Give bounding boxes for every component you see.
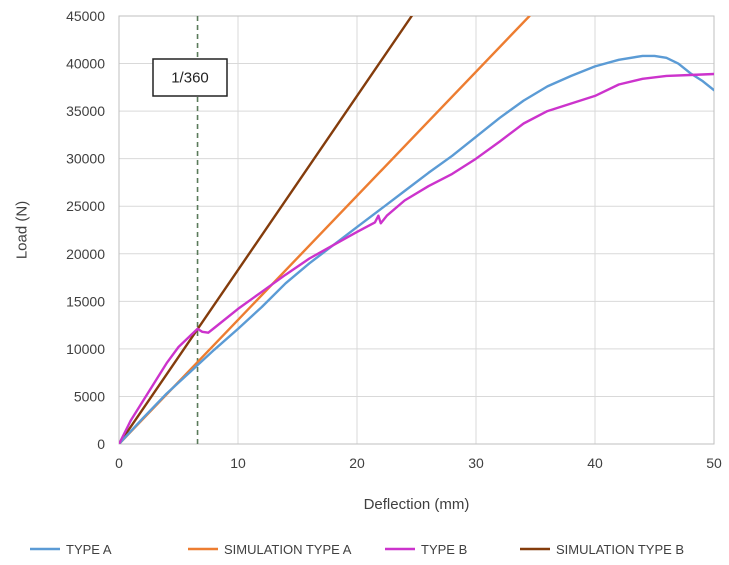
y-tick-label: 30000: [66, 151, 105, 167]
x-tick-label: 20: [349, 455, 365, 471]
legend-label: SIMULATION TYPE B: [556, 542, 684, 557]
y-tick-label: 0: [97, 436, 105, 452]
plot-area-border: [118, 15, 715, 445]
x-tick-label: 40: [587, 455, 603, 471]
x-tick-label: 50: [706, 455, 722, 471]
annotation-group: 1/360: [152, 16, 228, 444]
annotation-box: [152, 58, 228, 97]
y-tick-label: 25000: [66, 198, 105, 214]
x-tick-labels: 0 10 20 30 40 50: [115, 455, 722, 471]
series-line-simulation-type-b: [119, 16, 413, 444]
y-axis-title: Load (N): [14, 201, 31, 259]
legend-item: TYPE A: [30, 542, 112, 557]
legend-item: SIMULATION TYPE A: [188, 542, 352, 557]
x-tick-label: 10: [230, 455, 246, 471]
legend-label: SIMULATION TYPE A: [224, 542, 352, 557]
y-tick-labels: 0 5000 10000 15000 20000 25000 30000 35000 40000…: [66, 8, 105, 452]
plot-frame: [118, 15, 715, 445]
y-tick-label: 5000: [74, 388, 105, 404]
x-tick-label: 0: [115, 455, 123, 471]
x-axis-title: Deflection (mm): [364, 496, 470, 513]
x-tick-label: 30: [468, 455, 484, 471]
y-tick-label: 35000: [66, 103, 105, 119]
legend-item: SIMULATION TYPE B: [520, 542, 684, 557]
series-lines: [119, 16, 714, 444]
y-tick-label: 40000: [66, 56, 105, 72]
y-tick-label: 10000: [66, 341, 105, 357]
legend-item: TYPE B: [385, 542, 467, 557]
legend-label: TYPE A: [66, 542, 112, 557]
y-tick-label: 20000: [66, 246, 105, 262]
legend: TYPE A SIMULATION TYPE A TYPE B SIMULATION …: [30, 542, 684, 557]
y-tick-label: 45000: [66, 8, 105, 24]
annotation-label: 1/360: [171, 70, 209, 87]
legend-label: TYPE B: [421, 542, 467, 557]
series-line-simulation-type-a: [119, 16, 531, 444]
series-line-type-a: [119, 54, 714, 444]
y-tick-label: 15000: [66, 293, 105, 309]
series-line-type-b: [119, 72, 714, 444]
